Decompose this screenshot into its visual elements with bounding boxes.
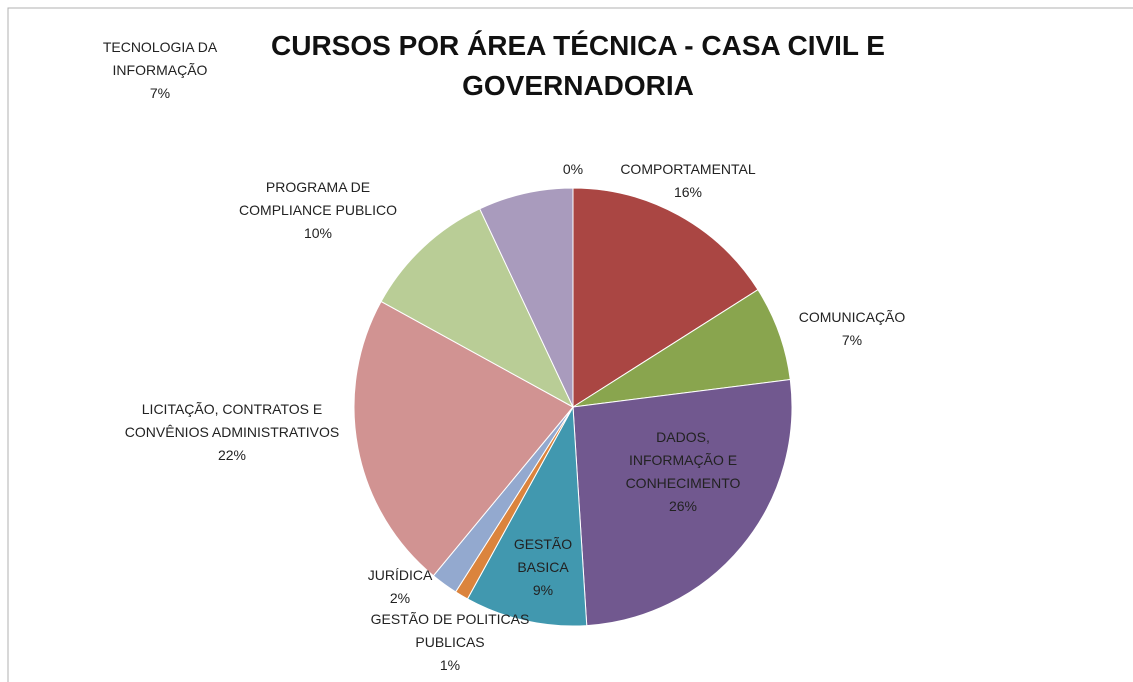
slice-label: PROGRAMA DE COMPLIANCE PUBLICO 10% (218, 176, 418, 245)
slice-label: COMUNICAÇÃO 7% (777, 306, 927, 352)
category-label: COMPORTAMENTAL (620, 161, 756, 177)
category-label: DADOS, INFORMAÇÃO E CONHECIMENTO (625, 429, 741, 491)
value-label: 1% (439, 657, 461, 673)
slice-label: 0% (543, 158, 603, 181)
pie-slice (466, 405, 588, 627)
slice-label: DADOS, INFORMAÇÃO E CONHECIMENTO 26% (608, 426, 758, 518)
category-label: COMUNICAÇÃO (798, 309, 906, 325)
pie-slice (572, 187, 759, 408)
value-label: 2% (389, 590, 411, 606)
pie-slice (353, 300, 574, 577)
slice-label: LICITAÇÃO, CONTRATOS E CONVÊNIOS ADMINIS… (117, 398, 347, 467)
slice-label: TECNOLOGIA DA INFORMAÇÃO 7% (75, 36, 245, 105)
category-label: LICITAÇÃO, CONTRATOS E CONVÊNIOS ADMINIS… (124, 401, 340, 440)
value-label: 9% (532, 582, 554, 598)
frame (7, 7, 1133, 682)
pie-slice (572, 378, 793, 627)
slice-label: COMPORTAMENTAL 16% (588, 158, 788, 204)
value-label: 7% (841, 332, 863, 348)
value-label: 7% (149, 85, 171, 101)
category-label: GESTÃO BASICA (513, 536, 573, 575)
value-label: 22% (217, 447, 247, 463)
pie-slice (479, 187, 574, 408)
slice-label: JURÍDICA 2% (350, 564, 450, 610)
category-label: PROGRAMA DE COMPLIANCE PUBLICO (239, 179, 397, 218)
chart-title: CURSOS POR ÁREA TÉCNICA - CASA CIVIL E G… (271, 30, 885, 101)
value-label: 26% (668, 498, 698, 514)
slice-label: GESTÃO BASICA 9% (503, 533, 583, 602)
value-label: 16% (673, 184, 703, 200)
value-label: 10% (303, 225, 333, 241)
value-label: 0% (562, 161, 584, 177)
category-label: TECNOLOGIA DA INFORMAÇÃO (102, 39, 218, 78)
pie-slice (380, 208, 575, 409)
category-label: JURÍDICA (367, 567, 433, 583)
slice-label: GESTÃO DE POLITICAS PUBLICAS 1% (345, 608, 555, 677)
category-label: GESTÃO DE POLITICAS PUBLICAS (370, 611, 530, 650)
